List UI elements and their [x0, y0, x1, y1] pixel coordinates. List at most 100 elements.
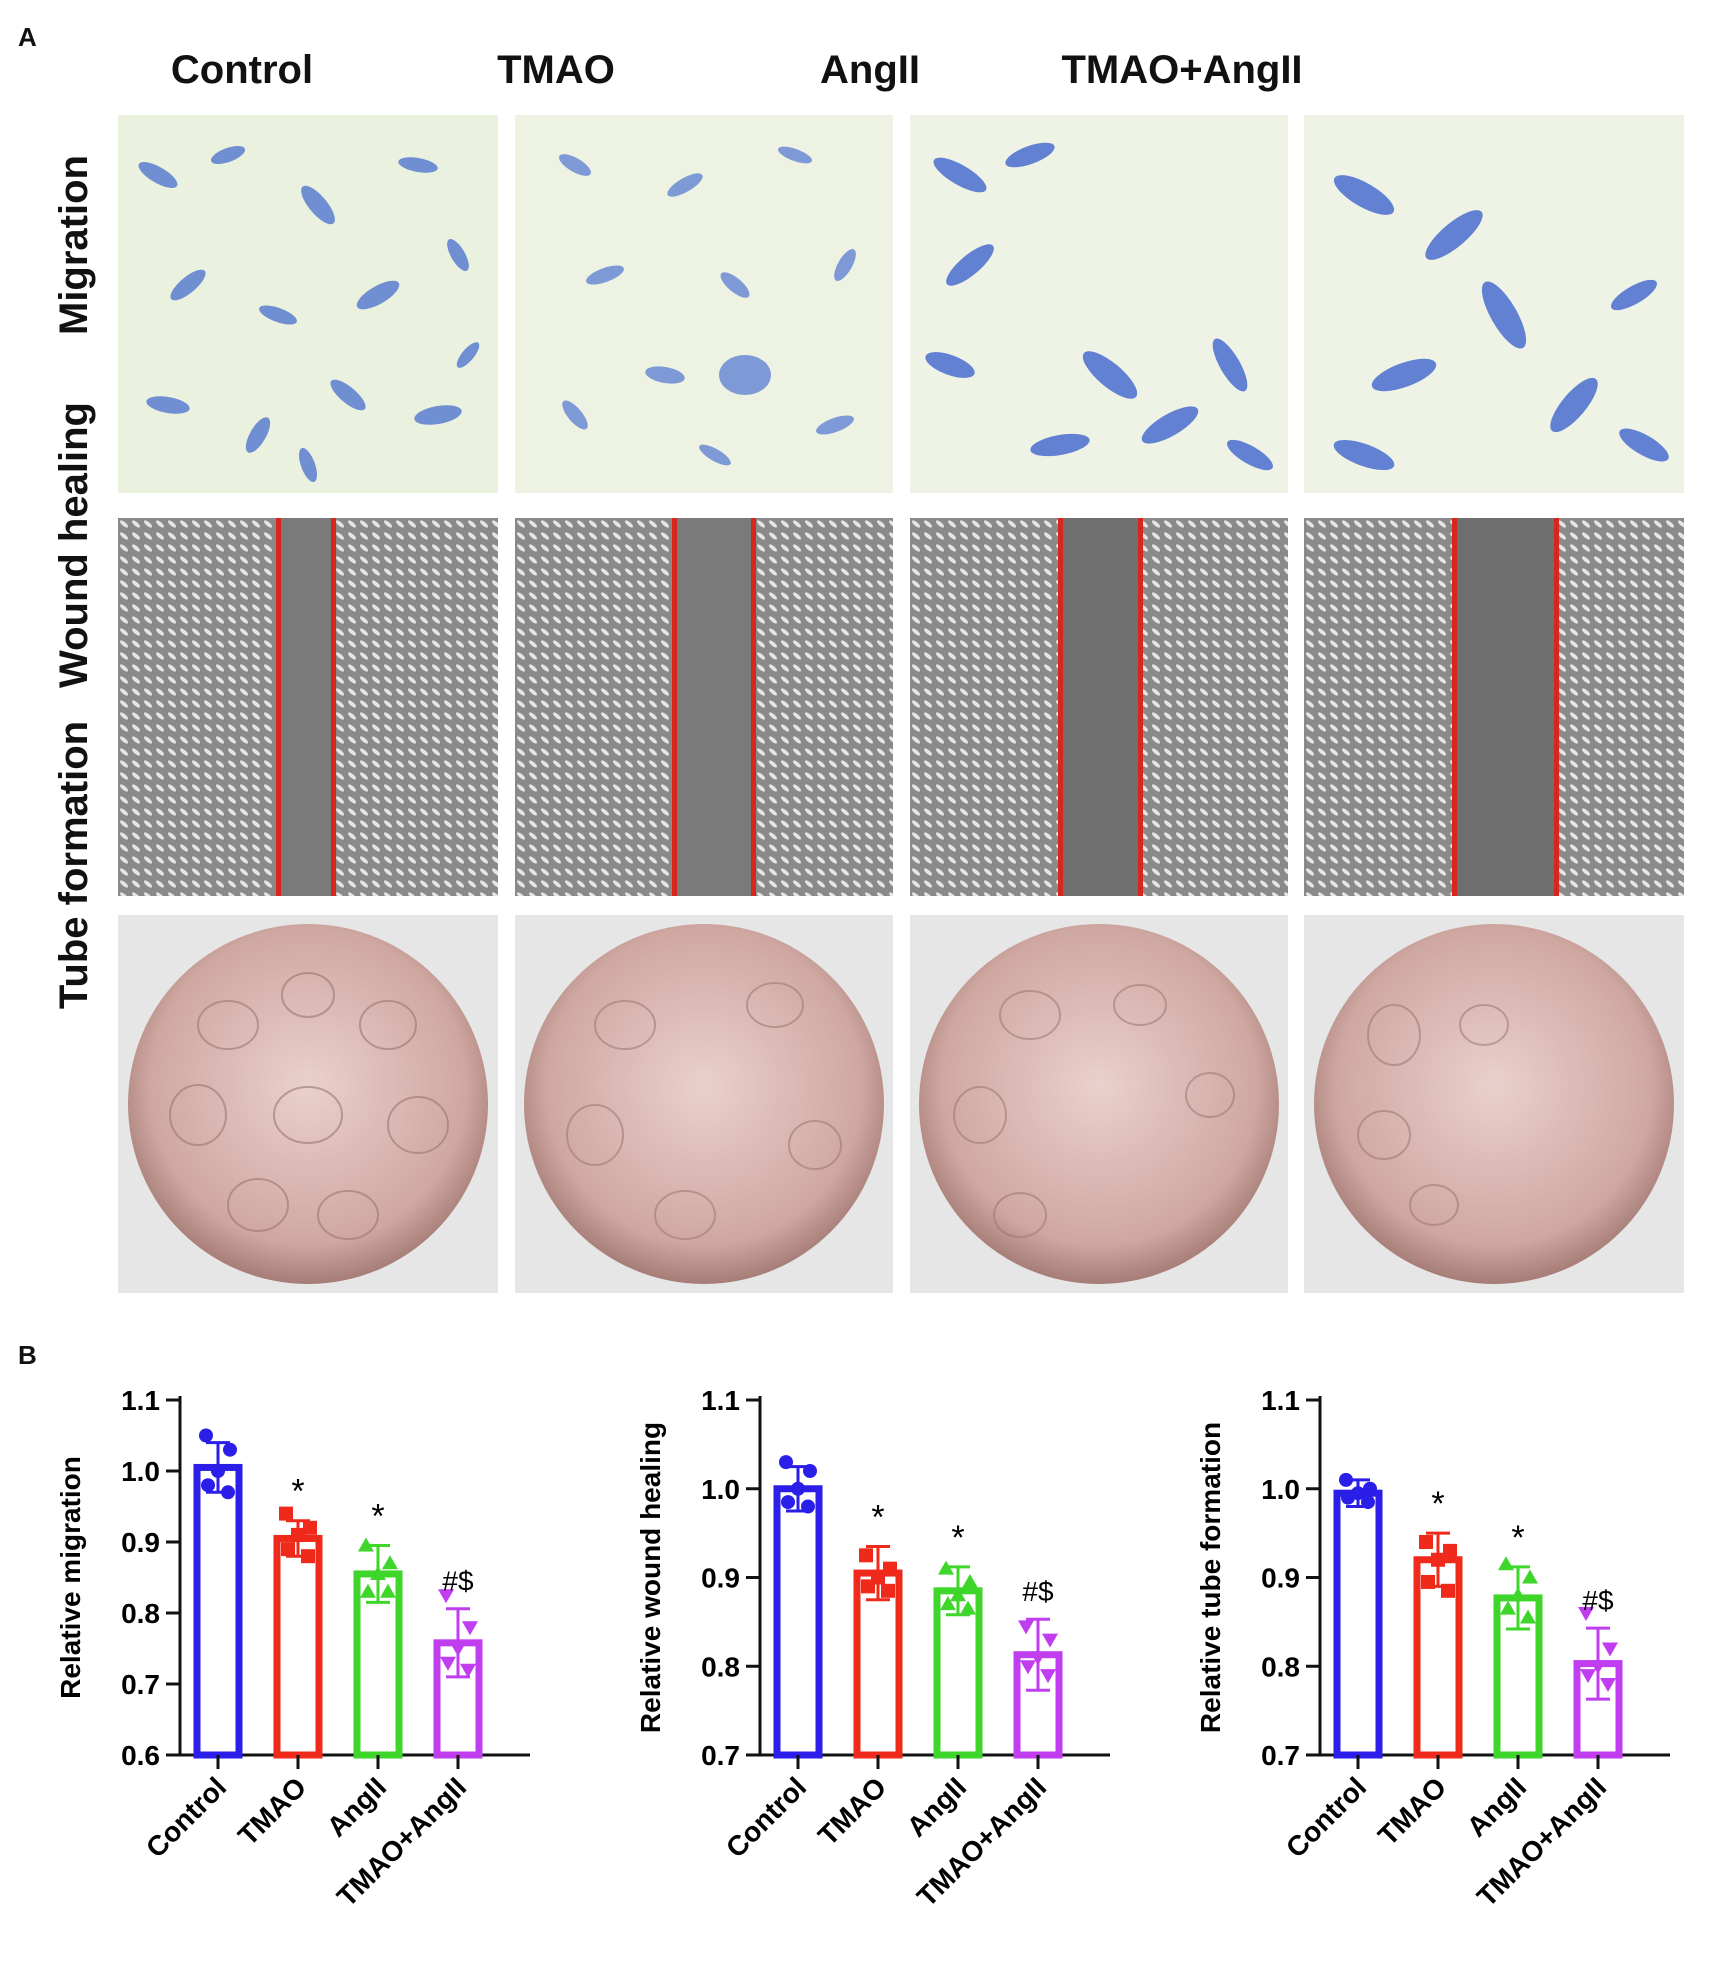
data-point-tmao-angii — [1020, 1660, 1036, 1675]
data-point-control — [223, 1442, 237, 1457]
y-axis-label: Relative tube formation — [1195, 1422, 1226, 1733]
x-tick-label-control: Control — [1280, 1771, 1372, 1863]
x-tick-label-angii: AngII — [321, 1771, 392, 1842]
panel-b-letter: B — [18, 1340, 37, 1370]
y-tick-label: 1.0 — [121, 1456, 160, 1487]
data-point-angii — [1510, 1587, 1526, 1602]
data-point-tmao — [291, 1527, 305, 1542]
data-point-tmao — [1419, 1535, 1433, 1549]
data-point-tmao — [881, 1583, 895, 1598]
y-axis-label: Relative wound healing — [635, 1422, 666, 1733]
chart-relative-tube-formation: Relative tube formation 0.7 0.8 0.9 1.0 1.1 Co… — [1180, 1370, 1710, 1985]
significance-label-tmao-angii: #$ — [1582, 1585, 1614, 1616]
data-point-angii — [960, 1600, 976, 1615]
data-point-angii — [380, 1583, 396, 1598]
data-point-control — [201, 1478, 215, 1493]
data-point-control — [781, 1495, 795, 1510]
data-point-angii — [950, 1587, 966, 1602]
data-point-tmao — [1443, 1543, 1457, 1558]
data-point-tmao-angii — [1602, 1642, 1618, 1657]
bar-control — [1333, 1489, 1383, 1759]
y-tick-label: 1.1 — [121, 1385, 160, 1416]
data-point-angii — [940, 1596, 956, 1611]
migration-image-tmao-angii — [1304, 115, 1684, 493]
data-point-control — [1339, 1472, 1353, 1487]
migration-image-tmao — [515, 115, 893, 493]
significance-label-tmao-angii: #$ — [1022, 1576, 1054, 1607]
wound-image-angii — [910, 518, 1288, 896]
data-point-control — [221, 1485, 235, 1500]
x-tick-label-control: Control — [720, 1771, 812, 1863]
data-point-tmao — [279, 1506, 293, 1521]
data-point-tmao — [883, 1561, 897, 1576]
bar-tmao — [273, 1534, 323, 1759]
column-header-tmao: TMAO — [497, 48, 615, 92]
data-point-angii — [382, 1555, 398, 1570]
chart-svg-tube-formation: Relative tube formation 0.7 0.8 0.9 1.0 1.1 Co… — [1195, 1385, 1670, 1913]
chart-svg-migration: Relative migration 0.6 0.7 0.8 0.9 1.0 1.1 Cont… — [55, 1385, 530, 1913]
data-point-tmao-angii — [1578, 1607, 1594, 1621]
data-point-tmao-angii — [450, 1642, 466, 1657]
chart-relative-migration: Relative migration 0.6 0.7 0.8 0.9 1.0 1.1 Cont… — [40, 1370, 560, 1985]
chart-svg-wound-healing: Relative wound healing 0.7 0.8 0.9 1.0 1.1 Con… — [635, 1385, 1110, 1913]
data-point-control — [791, 1481, 805, 1496]
x-tick-label-tmao: TMAO — [1372, 1771, 1452, 1851]
data-point-control — [1361, 1495, 1375, 1510]
data-point-angii — [938, 1560, 954, 1575]
y-tick-label: 0.7 — [701, 1740, 740, 1771]
data-point-angii — [360, 1583, 376, 1598]
significance-label-tmao-angii: #$ — [442, 1566, 474, 1597]
data-point-control — [199, 1428, 213, 1443]
y-axis-label: Relative migration — [55, 1456, 86, 1699]
y-tick-label: 0.7 — [121, 1669, 160, 1700]
wound-image-tmao-angii — [1304, 518, 1684, 896]
data-point-tmao-angii — [1600, 1678, 1616, 1692]
data-point-tmao-angii — [440, 1656, 456, 1671]
data-point-tmao — [281, 1542, 295, 1557]
row-label-tube-formation: Tube formation — [52, 720, 96, 1010]
bar-control — [773, 1485, 823, 1759]
tube-image-angii — [910, 915, 1288, 1293]
x-tick-label-angii: AngII — [901, 1771, 972, 1842]
data-point-control — [211, 1464, 225, 1478]
chart-relative-wound-healing: Relative wound healing 0.7 0.8 0.9 1.0 1.1 Con… — [620, 1370, 1140, 1985]
data-point-angii — [370, 1565, 386, 1580]
data-point-control — [1341, 1490, 1355, 1505]
y-tick-label: 0.9 — [701, 1563, 740, 1594]
data-point-tmao-angii — [1590, 1660, 1606, 1675]
bar-control — [193, 1463, 243, 1759]
data-point-angii — [1520, 1609, 1536, 1624]
y-tick-label: 0.9 — [121, 1527, 160, 1558]
migration-image-control — [118, 115, 498, 493]
tube-image-tmao-angii — [1304, 915, 1684, 1293]
significance-label-tmao: * — [291, 1473, 304, 1511]
wound-image-control — [118, 518, 498, 896]
data-point-tmao — [1421, 1574, 1435, 1589]
data-point-tmao-angii — [460, 1663, 476, 1678]
x-tick-label-control: Control — [140, 1771, 232, 1863]
significance-label-angii: * — [371, 1498, 384, 1536]
y-tick-label: 0.8 — [701, 1651, 740, 1682]
y-tick-label: 0.8 — [1261, 1651, 1300, 1682]
y-tick-label: 1.1 — [701, 1385, 740, 1416]
data-point-tmao-angii — [438, 1589, 454, 1604]
data-point-tmao-angii — [1580, 1669, 1596, 1684]
significance-label-angii: * — [951, 1519, 964, 1557]
y-tick-label: 1.0 — [701, 1474, 740, 1505]
data-point-control — [801, 1499, 815, 1514]
data-point-tmao-angii — [462, 1621, 478, 1636]
migration-image-angii — [910, 115, 1288, 493]
panel-a-letter: A — [18, 22, 37, 52]
data-point-control — [803, 1464, 817, 1478]
wound-image-tmao — [515, 518, 893, 896]
y-tick-label: 0.6 — [121, 1740, 160, 1771]
data-point-tmao-angii — [1018, 1620, 1034, 1635]
data-point-tmao — [861, 1579, 875, 1594]
y-tick-label: 0.8 — [121, 1598, 160, 1629]
significance-label-tmao: * — [871, 1498, 884, 1536]
y-tick-label: 0.9 — [1261, 1563, 1300, 1594]
y-tick-label: 0.7 — [1261, 1740, 1300, 1771]
data-point-tmao — [859, 1548, 873, 1563]
data-point-tmao-angii — [1042, 1633, 1058, 1648]
tube-image-control — [118, 915, 498, 1293]
